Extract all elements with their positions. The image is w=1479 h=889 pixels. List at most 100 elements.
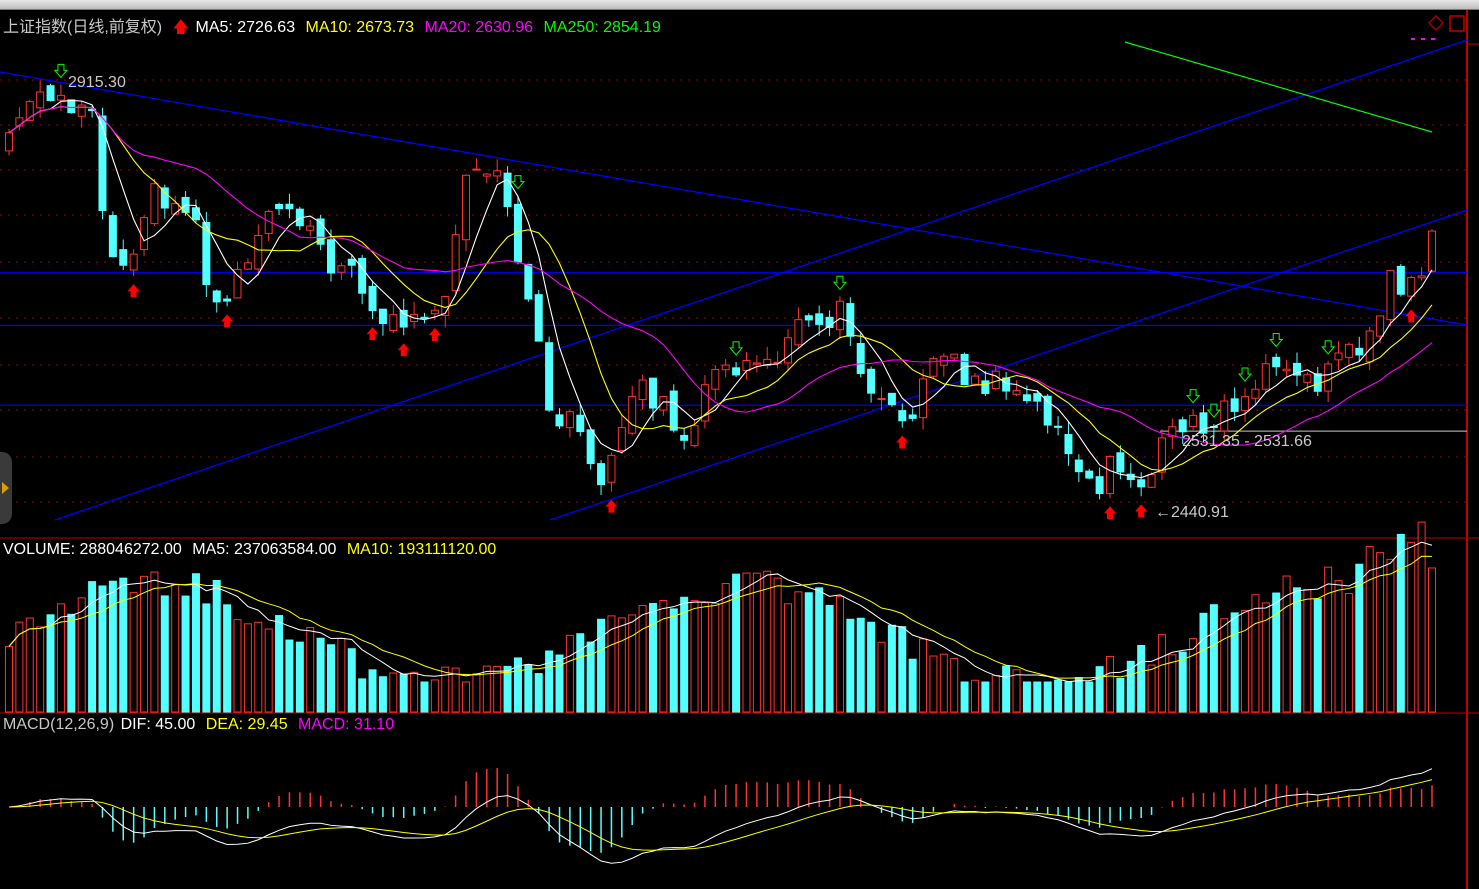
candle-up bbox=[1189, 414, 1198, 427]
ma20-line bbox=[8, 106, 1433, 446]
candle-up bbox=[700, 384, 709, 422]
candle-down bbox=[368, 285, 377, 312]
volume-bar bbox=[1033, 681, 1042, 713]
candle-down bbox=[534, 294, 543, 342]
volume-bar bbox=[711, 603, 720, 713]
volume-bar bbox=[1106, 655, 1115, 713]
volume-bar bbox=[929, 655, 938, 713]
volume-bar bbox=[950, 658, 959, 713]
candle-up bbox=[628, 396, 637, 434]
candle-up bbox=[617, 427, 626, 451]
volume-bar bbox=[846, 618, 855, 713]
volume-bar bbox=[1251, 594, 1260, 713]
volume-bar bbox=[939, 653, 948, 713]
candle-up bbox=[607, 454, 616, 483]
candle-up bbox=[462, 174, 471, 241]
sell-signal-arrow-icon bbox=[510, 175, 526, 190]
candle-down bbox=[1230, 398, 1239, 412]
volume-bar bbox=[493, 665, 502, 713]
ma5-line bbox=[8, 99, 1433, 479]
sell-signal-arrow-icon bbox=[1269, 332, 1284, 348]
candle-up bbox=[794, 319, 803, 346]
volume-bar bbox=[898, 626, 907, 713]
candle-up bbox=[742, 360, 751, 372]
volume-bar bbox=[77, 597, 86, 713]
candle-up bbox=[15, 117, 24, 127]
candle-up bbox=[1386, 269, 1395, 321]
volume-bar bbox=[441, 666, 450, 713]
volume-bar bbox=[545, 650, 554, 713]
candle-up bbox=[1303, 374, 1312, 383]
sell-signal-arrow-icon bbox=[1321, 340, 1336, 355]
trend-line bbox=[0, 71, 1468, 326]
sell-signal-arrow-icon bbox=[1186, 389, 1201, 404]
candle-up bbox=[25, 101, 34, 121]
volume-bar bbox=[88, 581, 97, 713]
volume-bar bbox=[555, 654, 564, 713]
candle-up bbox=[1106, 455, 1115, 494]
candle-up bbox=[835, 300, 844, 331]
volume-header: VOLUME: 288046272.00 MA5: 237063584.00 M… bbox=[3, 541, 502, 559]
candle-down bbox=[669, 390, 678, 431]
candle-down bbox=[804, 315, 813, 321]
candle-down bbox=[732, 367, 741, 376]
candle-down bbox=[1396, 265, 1405, 295]
candle-up bbox=[56, 94, 65, 101]
candle-down bbox=[586, 429, 595, 465]
candle-down bbox=[867, 368, 876, 394]
candle-down bbox=[347, 258, 356, 266]
buy-signal-arrow-icon bbox=[397, 343, 410, 357]
candle-down bbox=[358, 257, 367, 294]
candle-up bbox=[991, 370, 1000, 390]
volume-bar bbox=[1178, 651, 1187, 713]
volume-bar bbox=[410, 671, 419, 713]
volume-bar bbox=[1157, 634, 1166, 713]
volume-bar bbox=[15, 621, 24, 713]
volume-bar bbox=[835, 595, 844, 713]
volume-bar bbox=[1189, 638, 1198, 713]
candle-up bbox=[950, 353, 959, 359]
volume-bar bbox=[597, 618, 606, 713]
candle-up bbox=[1344, 343, 1353, 358]
candle-up bbox=[1365, 330, 1374, 363]
volume-bar bbox=[1407, 541, 1416, 713]
volume-bar bbox=[1344, 593, 1353, 713]
indicator-dot bbox=[1411, 38, 1415, 40]
buy-signal-arrow-icon bbox=[605, 499, 618, 513]
sell-signal-arrow-icon bbox=[53, 63, 69, 79]
volume-bar bbox=[534, 673, 543, 713]
indicator-dot bbox=[1421, 38, 1425, 40]
candle-down bbox=[524, 263, 533, 300]
volume-bar bbox=[150, 571, 159, 713]
volume-bar bbox=[25, 617, 34, 713]
candle-up bbox=[690, 425, 699, 447]
macd-header: MACD(12,26,9) DIF: 45.00 DEA: 29.45 MACD… bbox=[3, 716, 400, 734]
volume-bar bbox=[430, 679, 439, 713]
candle-up bbox=[1334, 352, 1343, 361]
volume-bar bbox=[1355, 563, 1364, 713]
collapse-handle-icon[interactable] bbox=[0, 452, 12, 524]
volume-bar bbox=[960, 681, 969, 713]
volume-bar bbox=[1292, 587, 1301, 713]
candle-down bbox=[191, 207, 200, 221]
volume-bar bbox=[202, 603, 211, 713]
buy-signal-arrow-icon bbox=[896, 435, 909, 449]
toolbar-strip bbox=[0, 0, 1479, 10]
candle-down bbox=[825, 316, 834, 328]
volume-bar bbox=[1074, 677, 1083, 713]
candle-up bbox=[784, 337, 793, 364]
candle-down bbox=[326, 239, 335, 274]
candle-down bbox=[160, 187, 169, 209]
candle-up bbox=[389, 314, 398, 332]
volume-bar bbox=[919, 638, 928, 713]
volume-bar bbox=[991, 674, 1000, 713]
dif-value: DIF: 45.00 bbox=[120, 716, 196, 733]
sell-signal-arrow-icon bbox=[1237, 367, 1253, 382]
candle-down bbox=[846, 303, 855, 337]
candle-up bbox=[1417, 275, 1426, 279]
volume-bar bbox=[887, 624, 896, 713]
volume-bar bbox=[1054, 679, 1063, 713]
ma250-line bbox=[1124, 41, 1433, 133]
candle-up bbox=[1428, 230, 1436, 272]
